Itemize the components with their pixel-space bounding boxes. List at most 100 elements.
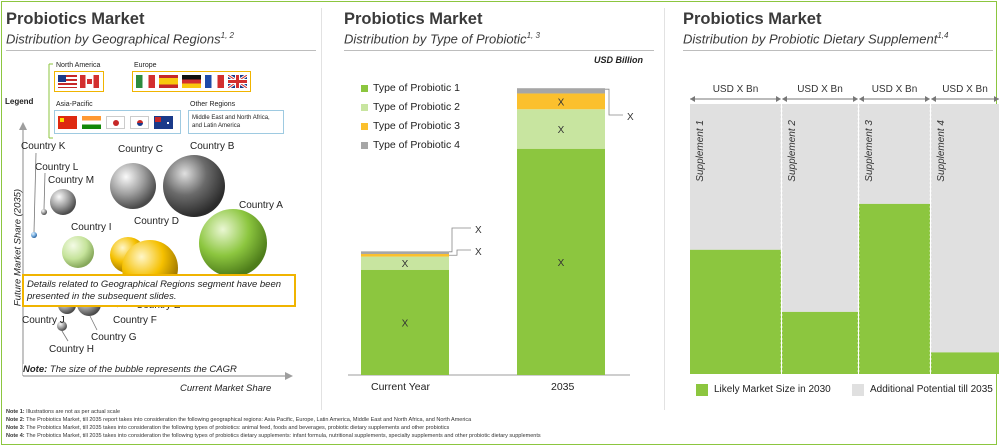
supplement-4-label: Supplement 4 xyxy=(936,120,947,182)
bubble-note: Note: The size of the bubble represents … xyxy=(23,364,241,375)
north-america-flags xyxy=(54,71,104,92)
bubble-country-b xyxy=(163,155,225,217)
category-current-year: Current Year xyxy=(371,381,430,393)
bubble-country-i xyxy=(62,236,94,268)
panel1-underline xyxy=(6,50,316,51)
supplement-1-header: USD X Bn xyxy=(713,84,759,95)
bar-1-label-2: X xyxy=(558,125,565,136)
it-flag xyxy=(136,75,155,88)
supplement-3-header: USD X Bn xyxy=(872,84,918,95)
supplement-2-header: USD X Bn xyxy=(797,84,843,95)
panel2-title: Probiotics Market xyxy=(344,10,483,28)
label-country-b: Country B xyxy=(190,141,235,152)
bubble-country-l xyxy=(41,209,47,215)
panel3-title: Probiotics Market xyxy=(683,10,822,28)
bar-0-series-4 xyxy=(361,251,449,254)
category-2035: 2035 xyxy=(551,381,575,393)
label-country-l: Country L xyxy=(35,162,79,173)
supplement-2-label: Supplement 2 xyxy=(787,120,798,182)
bubble-country-c xyxy=(110,163,156,209)
bar-0-series-2 xyxy=(361,256,449,270)
bubble-country-k xyxy=(31,232,37,238)
label-country-m: Country M xyxy=(48,175,95,186)
supplement-4-likely xyxy=(931,352,999,374)
supplement-4-additional xyxy=(931,104,999,353)
note-4: Note 4: The Probiotics Market, till 2035… xyxy=(6,433,541,439)
ca-flag xyxy=(80,75,99,88)
label-country-k: Country K xyxy=(21,141,66,152)
supplement-4-arrow-right xyxy=(994,96,999,102)
supplement-1-additional xyxy=(690,104,781,250)
supplement-2-additional xyxy=(782,104,858,312)
region-other: Other Regions xyxy=(190,101,236,108)
bar-1-series-3 xyxy=(517,93,605,110)
cn-flag xyxy=(58,116,77,129)
other-regions-box: Middle East and North Africa, and Latin … xyxy=(188,110,284,134)
label-country-d: Country D xyxy=(134,216,180,227)
bar-1-series-2 xyxy=(517,109,605,149)
note-1: Note 1: Illustrations are not as per act… xyxy=(6,409,121,415)
supplement-2-likely xyxy=(782,311,858,374)
supplement-1-arrow-right xyxy=(776,96,781,102)
region-europe: Europe xyxy=(134,62,157,69)
unit-label: USD Billion xyxy=(594,55,643,65)
leader-country-h xyxy=(61,330,69,342)
legend-swatch-likely xyxy=(696,384,708,396)
legend-swatch-type4 xyxy=(361,142,368,149)
panel1-title: Probiotics Market xyxy=(6,10,145,28)
label-country-c: Country C xyxy=(118,144,164,155)
legend-bracket xyxy=(48,63,53,139)
legend-swatch-type1 xyxy=(361,85,368,92)
region-asia-pacific: Asia-Pacific xyxy=(56,101,93,108)
bubble-country-m xyxy=(50,189,76,215)
supplement-1-likely xyxy=(690,249,781,374)
panel1-subtitle: Distribution by Geographical Regions1, 2 xyxy=(6,31,234,47)
region-north-america: North America xyxy=(56,62,101,69)
legend-swatch-additional xyxy=(852,384,864,396)
us-flag xyxy=(58,75,77,88)
legend-likely: Likely Market Size in 2030 xyxy=(714,384,831,395)
supplement-3-arrow-left xyxy=(859,96,864,102)
jp-flag xyxy=(106,116,125,129)
supplement-mekko-chart: USD X Bn Supplement 1 USD X Bn Supplement 2… xyxy=(690,78,999,374)
x-axis-label: Current Market Share xyxy=(180,383,272,394)
bar-0-label-1: X xyxy=(402,318,409,329)
leader-country-l xyxy=(43,172,46,210)
label-country-j: Country J xyxy=(22,315,65,326)
supplement-3-additional xyxy=(859,104,930,204)
panel2-subtitle: Distribution by Type of Probiotic1, 3 xyxy=(344,31,540,47)
panel3-underline xyxy=(683,50,993,51)
supplement-2-arrow-right xyxy=(853,96,858,102)
legend-label: Legend xyxy=(5,97,34,106)
kr-flag xyxy=(130,116,149,129)
bar-1-series-4 xyxy=(517,88,605,94)
label-country-g: Country G xyxy=(91,332,137,343)
leader-country-g xyxy=(89,315,98,331)
au-flag xyxy=(154,116,173,129)
leader-country-k xyxy=(33,152,37,233)
bar-0-series-3 xyxy=(361,253,449,257)
legend-type3: Type of Probiotic 3 xyxy=(373,120,460,132)
europe-flags xyxy=(132,71,251,92)
legend-additional: Additional Potential till 2035 xyxy=(870,384,993,395)
label-country-f: Country F xyxy=(113,315,157,326)
legend-type4: Type of Probiotic 4 xyxy=(373,139,460,151)
note-2: Note 2: The Probiotics Market, till 2035… xyxy=(6,417,472,423)
supplement-1-label: Supplement 1 xyxy=(695,120,706,182)
label-country-i: Country I xyxy=(71,222,112,233)
uk-flag xyxy=(228,75,247,88)
asia-pacific-flags xyxy=(54,110,181,134)
bar-0-label-3: X xyxy=(475,247,482,258)
note-3: Note 3: The Probiotics Market, till 2035… xyxy=(6,425,450,431)
bubble-country-h xyxy=(57,321,67,331)
in-flag xyxy=(82,116,101,129)
panel2-underline xyxy=(344,50,654,51)
x-axis-arrow xyxy=(285,372,293,380)
label-country-h: Country H xyxy=(49,344,95,355)
supplement-2-arrow-left xyxy=(782,96,787,102)
legend-swatch-type3 xyxy=(361,123,368,130)
legend-swatch-type2 xyxy=(361,104,368,111)
panel3-subtitle: Distribution by Probiotic Dietary Supple… xyxy=(683,31,949,47)
supplement-3-label: Supplement 3 xyxy=(864,120,875,182)
